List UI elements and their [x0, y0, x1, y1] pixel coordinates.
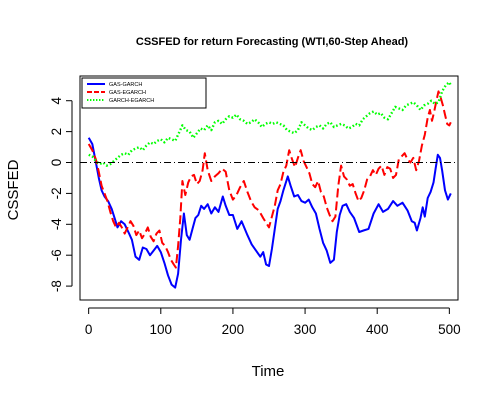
series-line-gas-garch — [87, 137, 452, 289]
y-tick-label: -6 — [49, 249, 64, 261]
x-tick-label: 200 — [222, 322, 245, 337]
x-axis-label: Time — [252, 363, 285, 380]
legend: GAS-GARCH GAS-EGARCH GARCH-EGARCH — [81, 77, 207, 109]
x-tick-label: 0 — [85, 322, 93, 337]
y-tick-label: 0 — [49, 159, 64, 167]
y-axis: -8 -6 -4 -2 0 2 4 — [49, 96, 73, 292]
legend-label: GARCH-EGARCH — [109, 98, 154, 104]
plot-area — [79, 75, 459, 301]
chart-title: CSSFED for return Forecasting (WTI,60-St… — [136, 36, 409, 48]
x-tick-label: 400 — [366, 322, 389, 337]
series-line-garch-egarch — [88, 80, 452, 167]
y-tick-label: -4 — [49, 218, 64, 230]
x-tick-label: 300 — [294, 322, 317, 337]
legend-label: GAS-GARCH — [109, 82, 142, 88]
x-axis: 0 100 200 300 400 500 — [85, 307, 461, 337]
y-tick-label: 2 — [49, 128, 64, 136]
series-lines — [87, 80, 452, 289]
x-tick-label: 500 — [438, 322, 461, 337]
x-tick-label: 100 — [150, 322, 173, 337]
series-line-gas-egarch — [87, 90, 452, 269]
y-tick-label: -8 — [49, 280, 64, 292]
y-tick-label: 4 — [49, 96, 64, 104]
y-tick-label: -2 — [49, 187, 64, 199]
legend-label: GAS-EGARCH — [109, 90, 146, 96]
y-axis-label: CSSFED — [5, 159, 22, 220]
plot-border — [79, 75, 459, 301]
